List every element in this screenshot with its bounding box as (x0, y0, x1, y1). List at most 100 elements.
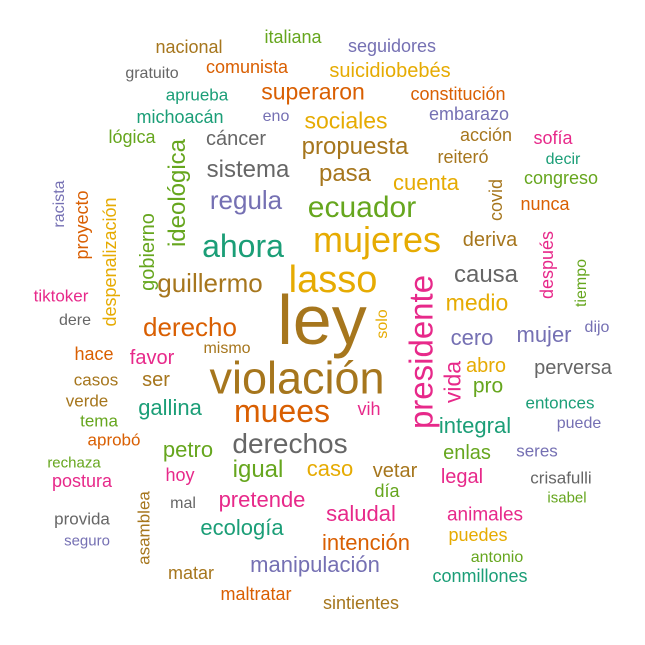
cloud-word-solo: solo (374, 309, 391, 339)
cloud-word-guillermo: guillermo (157, 268, 263, 298)
cloud-word-mujeres: mujeres (312, 219, 442, 260)
cloud-word-saludal: saludal (326, 501, 396, 526)
cloud-word-nacional: nacional (155, 37, 223, 57)
cloud-word-ecologia: ecología (200, 515, 284, 540)
cloud-word-cancer: cáncer (205, 128, 267, 150)
cloud-word-matar: matar (167, 563, 215, 583)
cloud-word-pro: pro (472, 374, 504, 398)
cloud-word-propuesta: propuesta (301, 133, 409, 160)
cloud-word-michoacan: michoacán (136, 107, 224, 127)
cloud-word-perversa: perversa (534, 357, 612, 379)
cloud-word-caso: caso (306, 456, 354, 481)
cloud-word-postura: postura (51, 471, 113, 491)
cloud-word-sintientes: sintientes (322, 593, 400, 613)
cloud-word-ahora: ahora (202, 228, 284, 264)
cloud-word-tiempo: tiempo (573, 258, 590, 308)
cloud-word-pasa: pasa (318, 160, 372, 187)
cloud-word-proyecto: proyecto (72, 190, 92, 260)
cloud-word-dijo: dijo (584, 319, 610, 336)
cloud-word-petro: petro (162, 437, 214, 462)
cloud-word-antonio: antonio (470, 549, 524, 566)
cloud-word-verde: verde (65, 391, 109, 411)
cloud-word-despenalizacion: despenalización (100, 197, 120, 327)
cloud-word-suicidiobebes: suicidiobebés (329, 60, 451, 82)
cloud-word-hoy: hoy (165, 465, 195, 485)
cloud-word-mismo: mismo (203, 340, 251, 357)
cloud-word-mal: mal (170, 495, 196, 512)
cloud-word-regula: regula (209, 185, 283, 215)
cloud-word-ideologica: ideológica (164, 138, 191, 248)
cloud-word-vih: vih (357, 399, 381, 419)
cloud-word-ser: ser (142, 369, 170, 391)
cloud-word-maltratar: maltratar (220, 584, 292, 604)
cloud-word-conmillones: conmillones (432, 566, 528, 586)
cloud-word-sociales: sociales (304, 107, 388, 134)
cloud-word-hace: hace (74, 344, 114, 364)
cloud-word-animales: animales (446, 504, 524, 526)
cloud-word-aprobo: aprobó (87, 430, 141, 450)
cloud-word-tiktoker: tiktoker (33, 286, 89, 306)
cloud-word-gratuito: gratuito (125, 65, 179, 82)
cloud-word-sistema: sistema (206, 156, 290, 183)
cloud-word-derechos: derechos (232, 428, 348, 459)
cloud-word-ley: ley (277, 281, 367, 359)
cloud-word-ecuador: ecuador (307, 191, 417, 224)
cloud-word-integral: integral (438, 413, 512, 438)
cloud-word-provida: provida (54, 509, 110, 529)
cloud-word-lasso: lasso (288, 259, 378, 301)
cloud-word-eno: eno (262, 108, 290, 125)
cloud-word-seguro: seguro (64, 532, 110, 550)
cloud-word-pretende: pretende (218, 487, 306, 512)
cloud-word-despues: después (537, 230, 557, 300)
cloud-word-vetar: vetar (372, 460, 418, 482)
cloud-word-rechaza: rechaza (47, 454, 101, 472)
cloud-word-dere: dere (58, 312, 92, 329)
cloud-word-derecho: derecho (143, 312, 237, 342)
cloud-word-entonces: entonces (525, 393, 595, 413)
cloud-word-reitero: reiteró (437, 147, 489, 167)
cloud-word-crisafulli: crisafulli (530, 468, 592, 488)
cloud-word-enlas: enlas (443, 442, 491, 464)
cloud-word-racista: racista (51, 180, 68, 228)
cloud-word-asamblea: asamblea (134, 491, 154, 565)
cloud-word-vida: vida (439, 360, 466, 404)
cloud-word-violacion: violación (209, 352, 385, 404)
cloud-word-cero: cero (450, 325, 494, 350)
cloud-word-covid: covid (486, 178, 506, 222)
cloud-word-comunista: comunista (205, 57, 289, 77)
cloud-word-causa: causa (453, 261, 519, 288)
cloud-word-italiana: italiana (264, 27, 322, 47)
cloud-word-cuenta: cuenta (392, 170, 460, 195)
cloud-word-sofia: sofía (533, 128, 573, 148)
cloud-word-muees: muees (233, 393, 331, 429)
cloud-word-legal: legal (440, 466, 484, 488)
cloud-word-nunca: nunca (520, 194, 570, 214)
cloud-word-puede: puede (556, 415, 602, 432)
cloud-word-constitucion: constitución (410, 84, 506, 104)
cloud-word-casos: casos (73, 370, 119, 390)
cloud-word-presidente: presidente (402, 274, 440, 430)
cloud-word-puedes: puedes (448, 525, 508, 545)
cloud-word-aprueba: aprueba (165, 85, 229, 105)
cloud-word-intencion: intención (321, 530, 411, 555)
cloud-word-abro: abro (465, 355, 507, 377)
cloud-word-seres: seres (516, 441, 558, 461)
cloud-word-logica: lógica (108, 127, 156, 147)
cloud-word-igual: igual (232, 456, 284, 483)
cloud-word-deriva: deriva (462, 229, 518, 251)
cloud-word-tema: tema (80, 411, 118, 431)
cloud-word-seguidores: seguidores (347, 36, 437, 56)
cloud-word-gobierno: gobierno (137, 213, 159, 291)
cloud-word-mujer: mujer (516, 322, 572, 347)
cloud-word-dia: día (374, 481, 400, 501)
cloud-word-favor: favor (129, 347, 175, 369)
cloud-word-decir: decir (545, 151, 581, 168)
cloud-word-superaron: superaron (261, 78, 365, 105)
cloud-word-isabel: isabel (547, 489, 587, 507)
cloud-word-embarazo: embarazo (428, 104, 510, 124)
cloud-word-manipulacion: manipulación (250, 552, 380, 577)
cloud-word-accion: acción (459, 125, 513, 145)
cloud-word-medio: medio (445, 289, 509, 316)
cloud-word-congreso: congreso (523, 168, 599, 188)
